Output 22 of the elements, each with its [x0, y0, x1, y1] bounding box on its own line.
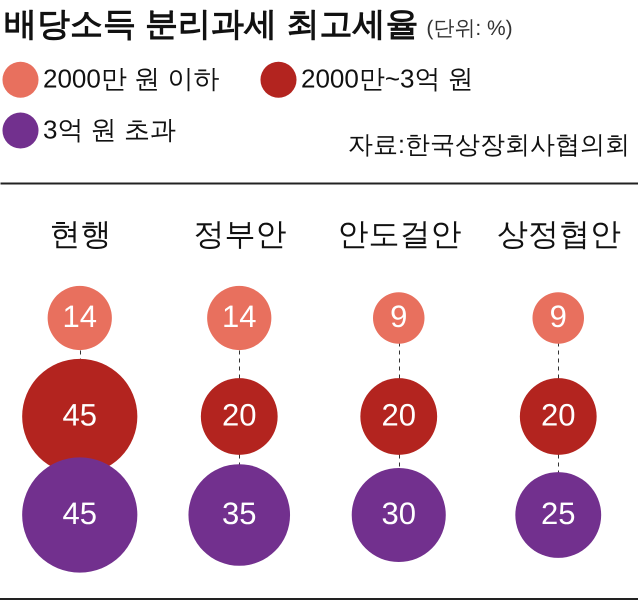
- legend-label: 2000만~3억 원: [301, 64, 474, 94]
- data-label: 20: [222, 398, 256, 432]
- category-label: 상정협안: [496, 216, 621, 252]
- data-label: 20: [382, 398, 416, 432]
- data-label: 30: [382, 496, 416, 531]
- legend-label: 3억 원 초과: [43, 114, 176, 144]
- data-label: 45: [62, 496, 97, 531]
- data-label: 14: [62, 299, 97, 334]
- text: (단위: %): [426, 17, 513, 40]
- data-label: 25: [541, 496, 576, 531]
- data-label: 14: [222, 299, 256, 334]
- category-label: 정부안: [193, 216, 286, 252]
- data-label: 9: [390, 299, 408, 334]
- category-label: 안도걸안: [337, 216, 462, 252]
- legend-label: 2000만 원 이하: [43, 64, 220, 94]
- category-label: 현행: [49, 216, 112, 252]
- data-label: 20: [541, 398, 576, 432]
- data-label: 9: [550, 299, 567, 334]
- text: 배당소득 분리과세 최고세율: [4, 5, 418, 42]
- data-label: 35: [222, 496, 256, 531]
- text: 자료:한국상장회사협의회: [348, 130, 630, 161]
- data-label: 45: [62, 398, 97, 432]
